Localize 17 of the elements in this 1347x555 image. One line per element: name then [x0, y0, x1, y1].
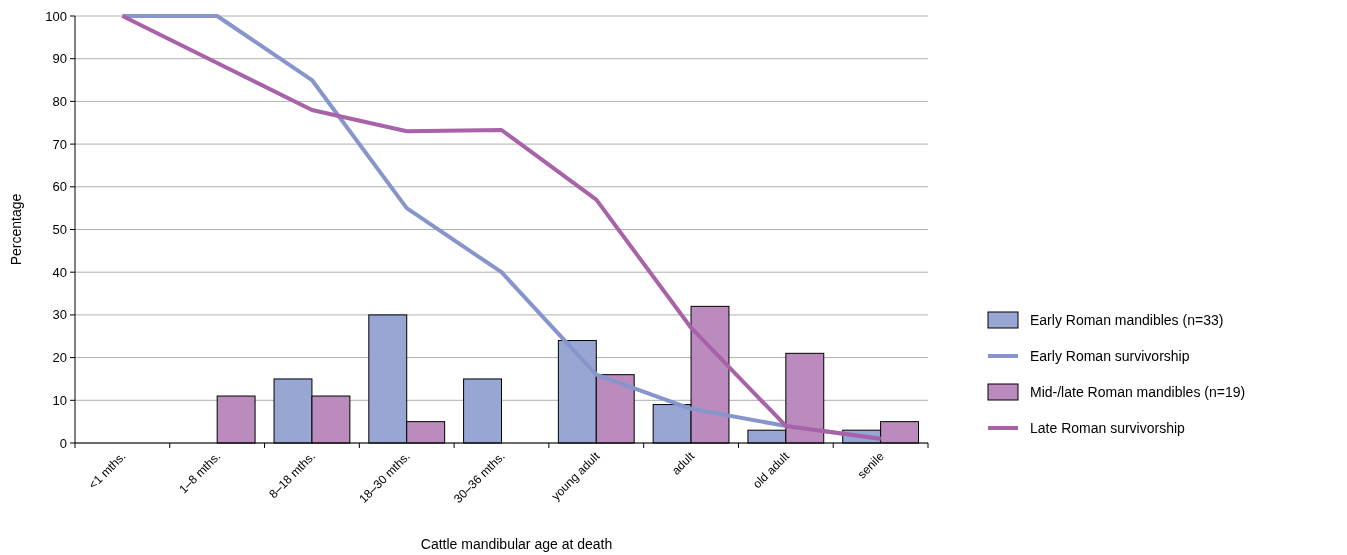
legend-label: Late Roman survivorship	[1030, 419, 1186, 436]
y-tick-label: 70	[52, 136, 67, 152]
y-tick-label: 40	[52, 264, 67, 280]
legend-label: Early Roman mandibles (n=33)	[1030, 311, 1224, 328]
y-tick-label: 20	[52, 350, 67, 366]
y-tick-label: 10	[52, 392, 67, 408]
y-tick-label: 60	[52, 179, 67, 195]
y-tick-label: 30	[52, 307, 67, 323]
legend-label: Mid-/late Roman mandibles (n=19)	[1030, 383, 1246, 400]
legend-label: Early Roman survivorship	[1030, 347, 1190, 364]
y-tick-label: 90	[52, 51, 67, 67]
y-tick-label: 0	[59, 435, 67, 451]
x-axis-title: Cattle mandibular age at death	[420, 536, 613, 552]
y-axis-title: Percentage	[8, 193, 24, 266]
y-tick-label: 80	[52, 93, 67, 109]
y-tick-label: 50	[52, 222, 67, 238]
y-tick-label: 100	[45, 8, 67, 24]
